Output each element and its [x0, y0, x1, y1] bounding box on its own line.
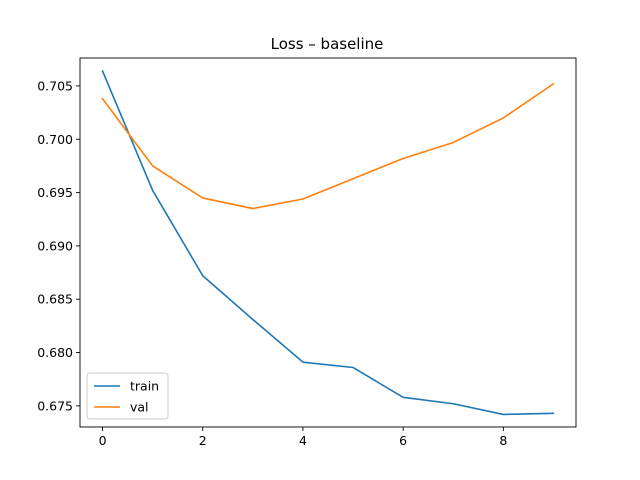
y-tick-label: 0.685: [37, 292, 73, 307]
plot-frame: [79, 57, 577, 428]
x-tick-label: 0: [99, 433, 107, 448]
legend: train val: [86, 372, 169, 420]
y-tick-label: 0.705: [37, 78, 73, 93]
y-axis: 0.675 0.680 0.685 0.690 0.695 0.700 0.705: [37, 78, 80, 413]
legend-label-train: train: [130, 379, 159, 394]
plot-area: [79, 57, 577, 428]
x-tick-label: 2: [199, 433, 207, 448]
y-tick-label: 0.695: [37, 185, 73, 200]
x-tick-label: 8: [499, 433, 507, 448]
x-tick-label: 6: [399, 433, 407, 448]
x-axis: 0 2 4 6 8: [99, 427, 507, 448]
x-tick-label: 4: [299, 433, 307, 448]
series-line-val: [101, 82, 555, 210]
chart-title: Loss – baseline: [271, 35, 384, 53]
y-tick-label: 0.690: [37, 238, 73, 253]
legend-label-val: val: [130, 400, 149, 415]
y-tick-label: 0.675: [37, 398, 73, 413]
y-tick-label: 0.700: [37, 132, 73, 147]
y-tick-label: 0.680: [37, 345, 73, 360]
series-line-train: [101, 69, 555, 416]
